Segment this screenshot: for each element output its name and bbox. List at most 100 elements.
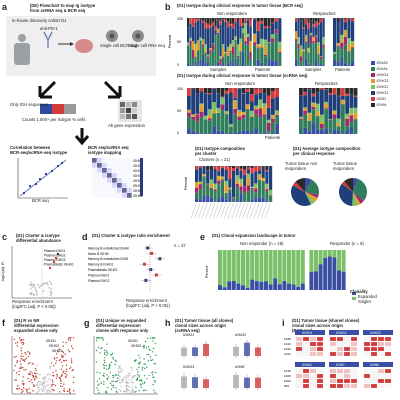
volcano-point — [153, 389, 155, 391]
cluster-composition-bar — [239, 178, 243, 184]
bcr-resp-patient-bar — [343, 63, 347, 66]
percent-tick: 0 — [177, 131, 179, 135]
bcr-nonresp-bar — [234, 39, 237, 59]
scrna-nonresp-bar — [271, 115, 275, 119]
scrna-resp-bar — [349, 88, 354, 95]
volcano-point — [103, 365, 105, 367]
volcano-point — [43, 379, 46, 381]
cluster-composition-bar — [232, 166, 236, 169]
bcr-nonresp-bar — [202, 22, 205, 39]
i-tile — [384, 341, 392, 347]
bcr-nonresp-patient-bar — [271, 38, 275, 43]
scrna-nonresp-bar — [187, 109, 191, 113]
panel-c: c (D1) Cluster & isotype differential abu… — [0, 232, 80, 312]
scrna-resp-bar — [345, 95, 349, 114]
bcr-nonresp-bar — [244, 18, 247, 19]
i-tile — [309, 351, 317, 357]
bcr-nonresp-bar — [207, 28, 210, 55]
bcr-resp-bar — [300, 18, 303, 21]
i-tile — [316, 373, 324, 379]
volcano-point — [50, 383, 52, 386]
volcano-point — [23, 382, 25, 385]
cluster-composition-bar — [228, 166, 232, 168]
bcr-nonresp-bar — [214, 18, 217, 27]
e-ylabel: Percent — [205, 266, 209, 278]
h-box — [192, 347, 198, 356]
panel-a-label: a — [2, 2, 8, 12]
scrna-resp-bar — [349, 126, 354, 134]
volcano-point — [131, 377, 133, 379]
bcr-nonresp-patient-bar — [263, 56, 267, 66]
legend-swatch — [371, 79, 375, 83]
panel-h-title: (D1) Tumor tissue (all clones) clonal siz… — [175, 318, 234, 333]
scrna-nonresp-bar — [237, 109, 242, 112]
bcr-resp-bar — [305, 43, 308, 59]
i-tile — [343, 368, 351, 374]
scrna-resp-bar — [349, 107, 354, 114]
volcano-point — [17, 388, 19, 390]
scrna-resp-bar — [307, 88, 312, 90]
cluster-tick — [209, 202, 216, 219]
volcano-point — [132, 382, 134, 384]
volcano-point — [28, 373, 30, 375]
cluster-tick — [246, 202, 253, 219]
volcano-point — [20, 357, 23, 360]
bcr-resp-bar — [297, 64, 300, 66]
volcano-point — [61, 350, 64, 353]
volcano-point — [43, 388, 45, 391]
cluster-composition-bar — [269, 195, 273, 202]
scrna-nonresp-bar — [250, 115, 254, 117]
scrna-nonresp-bar — [220, 131, 225, 134]
volcano-point — [69, 392, 71, 394]
i-tile — [370, 351, 378, 357]
heatmap-cell — [117, 183, 122, 188]
bcr-nonresp-bar — [197, 40, 200, 41]
volcano-point — [127, 372, 129, 374]
cluster-tick — [238, 202, 245, 219]
volcano-point — [54, 384, 57, 387]
heatmap-cell — [92, 178, 97, 183]
scrna-resp-bar — [303, 95, 307, 108]
legend-label: IGHM — [376, 103, 387, 107]
c-point — [29, 281, 32, 284]
heatmap-cell — [92, 188, 97, 193]
volcano-point — [95, 361, 98, 363]
bcr-resp-patient-bar — [340, 58, 344, 66]
cluster-composition-bar — [261, 177, 265, 181]
scrna-resp-bar — [349, 115, 354, 123]
bcr-nonresp-bar — [207, 56, 210, 58]
volcano-point — [137, 371, 139, 373]
bcr-resp-bar — [305, 41, 308, 44]
scrna-nonresp-bar — [271, 118, 275, 123]
volcano-point — [98, 378, 101, 380]
volcano-point — [66, 390, 69, 392]
bcr-nonresp-bar — [227, 55, 230, 64]
bcr-resp-patient-bar — [347, 51, 351, 52]
cluster-composition-bar — [220, 196, 225, 202]
e-expanded-bar — [287, 283, 291, 290]
scrna-nonresp-bar — [212, 113, 216, 127]
cluster-composition-bar — [209, 179, 213, 184]
bcr-resp-patient-bar — [336, 18, 340, 22]
heatmap-cell — [112, 173, 117, 178]
i-tile — [336, 373, 344, 379]
volcano-point — [131, 386, 133, 388]
bcr-resp-bar — [322, 37, 325, 44]
volcano-point — [110, 388, 113, 390]
bcr-nonresp-patient-bar — [271, 61, 275, 66]
volcano-point — [139, 379, 142, 381]
bcr-nonresp-patient-bar — [263, 28, 267, 40]
bcr-nonresp-patient-bar — [278, 51, 282, 54]
scrna-nonresp-bar — [233, 132, 237, 134]
scrna-resp-bar — [345, 113, 349, 118]
e-expanded-bar — [309, 271, 314, 290]
volcano-point — [148, 374, 150, 376]
bcr-resp-bar — [297, 37, 300, 44]
cluster-composition-bar — [206, 184, 210, 196]
panel-f-label: f — [2, 318, 5, 328]
volcano-point — [56, 373, 58, 376]
volcano-point — [95, 349, 98, 352]
volcano-point — [131, 367, 134, 369]
scrna-resp-bar — [299, 120, 303, 134]
anti-pd1-label: anti-PD-1 — [40, 26, 58, 31]
